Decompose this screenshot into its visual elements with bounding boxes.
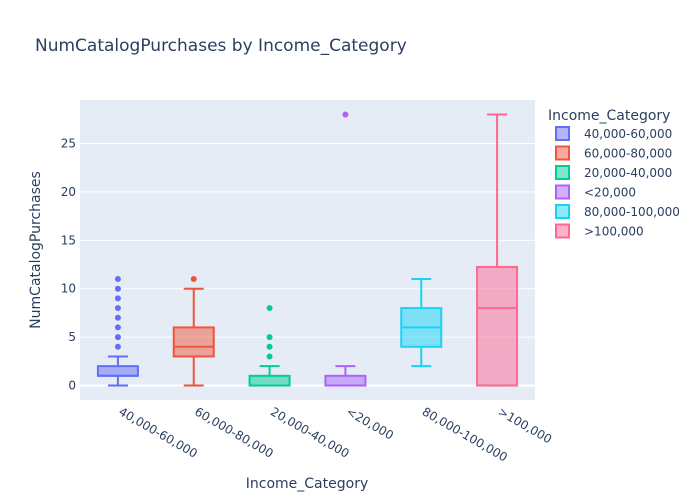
legend-swatch (555, 145, 570, 161)
outlier-point[interactable] (114, 334, 121, 341)
legend-item[interactable]: 80,000-100,000 (555, 204, 680, 219)
boxes (96, 111, 519, 387)
legend-item[interactable]: <20,000 (555, 184, 636, 200)
box-group[interactable] (96, 276, 139, 387)
legend-label: 40,000-60,000 (584, 127, 672, 141)
legend-label: <20,000 (584, 186, 636, 200)
outlier-point[interactable] (114, 285, 121, 292)
grid-lines (80, 143, 535, 387)
outlier-point[interactable] (114, 343, 121, 350)
legend-title: Income_Category (548, 108, 670, 124)
y-axis-label: NumCatalogPurchases (28, 171, 44, 329)
legend-swatch (555, 204, 570, 219)
legend-label: >100,000 (584, 225, 644, 239)
y-tick-label: 5 (68, 330, 76, 344)
box-group[interactable] (324, 111, 367, 387)
outlier-point[interactable] (114, 324, 121, 331)
box-iqr[interactable] (324, 374, 367, 387)
box-iqr[interactable] (248, 374, 291, 387)
legend-item[interactable]: 20,000-40,000 (555, 165, 672, 180)
legend-label: 80,000-100,000 (584, 205, 680, 219)
y-tick-label: 0 (68, 378, 76, 392)
plot-area (80, 100, 535, 400)
y-tick-label: 20 (61, 185, 76, 199)
y-tick-label: 25 (61, 137, 76, 151)
legend-swatch (555, 223, 570, 239)
x-axis-label: Income_Category (246, 476, 368, 492)
box-group[interactable] (400, 278, 443, 368)
outlier-point[interactable] (114, 305, 121, 312)
y-tick-label: 15 (61, 233, 76, 247)
legend-item[interactable]: 40,000-60,000 (555, 126, 672, 141)
legend-item[interactable]: >100,000 (555, 223, 644, 239)
y-tick-label: 10 (61, 282, 76, 296)
box-iqr[interactable] (96, 365, 139, 377)
outlier-point[interactable] (190, 276, 197, 283)
outlier-point[interactable] (266, 343, 273, 350)
legend-item[interactable]: 60,000-80,000 (555, 145, 672, 161)
legend-label: 20,000-40,000 (584, 166, 672, 180)
chart-title: NumCatalogPurchases by Income_Category (35, 36, 407, 56)
box-group[interactable] (172, 276, 215, 387)
outlier-point[interactable] (266, 305, 273, 312)
box-group[interactable] (248, 305, 291, 387)
outlier-point[interactable] (342, 111, 349, 118)
box-group[interactable] (476, 113, 519, 387)
legend-swatch (555, 165, 570, 180)
outlier-point[interactable] (266, 353, 273, 360)
outlier-point[interactable] (114, 276, 121, 283)
outlier-point[interactable] (114, 295, 121, 302)
legend-swatch (555, 184, 570, 200)
box-iqr[interactable] (476, 265, 519, 387)
legend-label: 60,000-80,000 (584, 147, 672, 161)
outlier-point[interactable] (114, 314, 121, 321)
box-iqr[interactable] (172, 326, 215, 358)
outlier-point[interactable] (266, 334, 273, 341)
y-axis-ticks: 0 5 10 15 20 25 (61, 137, 76, 393)
legend-swatch (555, 126, 570, 141)
legend[interactable]: 40,000-60,000 60,000-80,000 20,000-40,000 <… (555, 126, 680, 239)
